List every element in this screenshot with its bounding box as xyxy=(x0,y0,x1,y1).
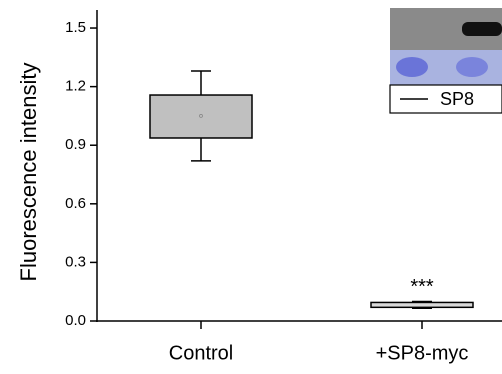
y-tick-label: 1.2 xyxy=(65,78,86,95)
chart: Fluorescence intensity SP8 0.0 0.3 0.6 0.9 1… xyxy=(0,0,502,374)
y-tick-label: 0.6 xyxy=(65,195,86,212)
y-axis-label: Fluorescence intensity xyxy=(16,63,41,282)
stain-band xyxy=(396,57,428,77)
box xyxy=(371,302,473,307)
y-tick-label: 0.0 xyxy=(65,312,86,329)
x-tick-label: +SP8-myc xyxy=(376,342,469,364)
y-tick-label: 1.5 xyxy=(65,19,86,36)
blot-band xyxy=(462,22,502,36)
significance-annotation: *** xyxy=(410,276,434,298)
y-tick-label: 0.9 xyxy=(65,136,86,153)
blot-inset: SP8 xyxy=(390,8,502,113)
box xyxy=(150,95,252,138)
y-tick-label: 0.3 xyxy=(65,253,86,270)
stain-band xyxy=(456,57,488,77)
x-tick-label: Control xyxy=(169,342,233,364)
legend-label: SP8 xyxy=(440,89,474,109)
